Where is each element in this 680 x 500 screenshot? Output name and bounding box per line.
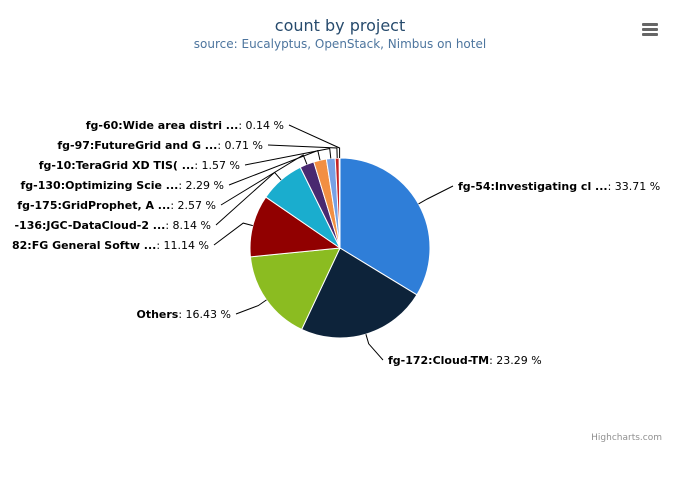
hamburger-menu-icon-bar — [642, 33, 658, 36]
data-label: fg-10:TeraGrid XD TIS( ...: 1.57 % — [39, 159, 240, 172]
data-label-name: fg-54:Investigating cl ... — [458, 180, 608, 193]
data-label-value: : 33.71 % — [608, 180, 661, 193]
connector-line — [365, 334, 384, 361]
connector-line — [244, 147, 332, 166]
data-label-value: : 23.29 % — [489, 354, 542, 367]
data-label-name: 82:FG General Softw ... — [12, 239, 156, 252]
data-label-name: fg-172:Cloud-TM — [388, 354, 489, 367]
data-label: fg-97:FutureGrid and G ...: 0.71 % — [57, 139, 263, 152]
data-label-name: fg-97:FutureGrid and G ... — [57, 139, 217, 152]
connector-line — [418, 185, 454, 205]
data-label: fg-60:Wide area distri ...: 0.14 % — [86, 119, 284, 132]
data-label: fg-172:Cloud-TM: 23.29 % — [388, 354, 542, 367]
pie-slice[interactable] — [339, 157, 431, 296]
data-label: 82:FG General Softw ...: 11.14 % — [12, 239, 209, 252]
data-label-value: : 2.29 % — [178, 179, 224, 192]
connector-line — [213, 222, 253, 246]
data-label-name: -136:JGC-DataCloud-2 ... — [14, 219, 165, 232]
data-label-value: : 0.14 % — [238, 119, 284, 132]
connector-line — [220, 154, 308, 206]
data-label-value: : 1.57 % — [194, 159, 240, 172]
data-label: fg-54:Investigating cl ...: 33.71 % — [458, 180, 660, 193]
data-label: fg-175:GridProphet, A ...: 2.57 % — [17, 199, 216, 212]
data-label-name: fg-175:GridProphet, A ... — [17, 199, 170, 212]
data-label-name: fg-130:Optimizing Scie ... — [21, 179, 179, 192]
data-label-value: : 2.57 % — [170, 199, 216, 212]
export-menu-button[interactable] — [638, 20, 662, 40]
hamburger-menu-icon-bar — [642, 28, 658, 31]
data-label-value: : 8.14 % — [165, 219, 211, 232]
data-label: fg-130:Optimizing Scie ...: 2.29 % — [21, 179, 224, 192]
connector-line — [267, 144, 338, 159]
data-label-value: : 11.14 % — [156, 239, 209, 252]
data-label: -136:JGC-DataCloud-2 ...: 8.14 % — [14, 219, 211, 232]
data-label: Others: 16.43 % — [136, 308, 231, 321]
data-label-value: : 16.43 % — [178, 308, 231, 321]
data-label-name: fg-60:Wide area distri ... — [86, 119, 239, 132]
data-label-name: Others — [136, 308, 178, 321]
data-label-value: : 0.71 % — [217, 139, 263, 152]
hamburger-menu-icon — [642, 23, 658, 26]
chart-subtitle: source: Eucalyptus, OpenStack, Nimbus on… — [193, 37, 487, 51]
credits-link[interactable]: Highcharts.com — [591, 433, 662, 443]
pie-slice[interactable] — [301, 247, 418, 339]
chart-title: count by project — [274, 16, 406, 35]
connector-line — [288, 124, 341, 158]
data-label-name: fg-10:TeraGrid XD TIS( ... — [39, 159, 195, 172]
connector-line — [235, 299, 267, 315]
